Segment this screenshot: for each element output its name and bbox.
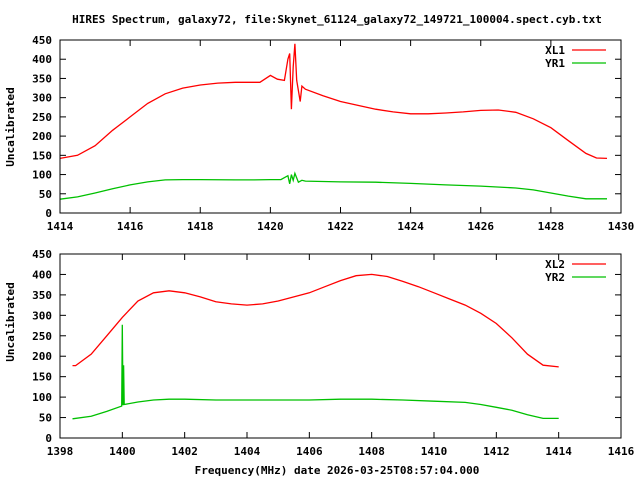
y-axis-label-top: Uncalibrated bbox=[4, 87, 17, 166]
x-tick-label: 1418 bbox=[187, 220, 214, 233]
y-tick-label: 250 bbox=[32, 330, 52, 343]
y-tick-label: 150 bbox=[32, 371, 52, 384]
y-tick-label: 150 bbox=[32, 149, 52, 162]
x-tick-label: 1422 bbox=[327, 220, 354, 233]
plot-bottom: Uncalibrated 0 50 100 150 200 250 300 350 400 450… bbox=[4, 248, 635, 458]
x-tick-label: 1424 bbox=[397, 220, 424, 233]
y-tick-label: 300 bbox=[32, 92, 52, 105]
y-tick-label: 250 bbox=[32, 111, 52, 124]
legend-label-yr2: YR2 bbox=[545, 271, 565, 284]
y-tick-label: 200 bbox=[32, 130, 52, 143]
x-tick-label: 1406 bbox=[296, 445, 323, 458]
y-tick-label: 350 bbox=[32, 289, 52, 302]
x-axis-label: Frequency(MHz) date 2026-03-25T08:57:04.… bbox=[195, 464, 480, 477]
x-tick-label: 1408 bbox=[358, 445, 385, 458]
y-tick-label: 450 bbox=[32, 34, 52, 47]
x-tick-label: 1420 bbox=[257, 220, 284, 233]
y-tick-label: 400 bbox=[32, 53, 52, 66]
x-tick-label: 1404 bbox=[234, 445, 261, 458]
y-tick-label: 50 bbox=[39, 188, 52, 201]
legend-label-yr1: YR1 bbox=[545, 57, 565, 70]
plot-frame bbox=[59, 253, 622, 439]
y-tick-label: 50 bbox=[39, 412, 52, 425]
y-tick-label: 100 bbox=[32, 391, 52, 404]
legend-label-xl1: XL1 bbox=[545, 44, 565, 57]
x-tick-label: 1416 bbox=[117, 220, 144, 233]
plot-top: Uncalibrated 0 50 100 150 200 250 300 350 400 450… bbox=[4, 34, 634, 233]
x-tick-label: 1410 bbox=[421, 445, 448, 458]
x-tick-label: 1402 bbox=[171, 445, 198, 458]
plot-frame bbox=[59, 39, 622, 214]
y-tick-label: 400 bbox=[32, 268, 52, 281]
x-tick-label: 1414 bbox=[47, 220, 74, 233]
series-line-xl1 bbox=[59, 43, 608, 160]
x-tick-label: 1400 bbox=[109, 445, 136, 458]
y-tick-label: 300 bbox=[32, 309, 52, 322]
x-tick-label: 1398 bbox=[47, 445, 74, 458]
y-axis-label-bottom: Uncalibrated bbox=[4, 282, 17, 361]
x-tick-label: 1416 bbox=[608, 445, 635, 458]
legend-label-xl2: XL2 bbox=[545, 258, 565, 271]
x-tick-label: 1428 bbox=[538, 220, 565, 233]
y-tick-label: 100 bbox=[32, 169, 52, 182]
series-line-yr2 bbox=[72, 324, 559, 420]
y-tick-label: 0 bbox=[45, 207, 52, 220]
x-tick-label: 1412 bbox=[483, 445, 510, 458]
x-tick-label: 1430 bbox=[608, 220, 635, 233]
y-tick-label: 0 bbox=[45, 432, 52, 445]
series-line-xl2 bbox=[72, 273, 559, 368]
x-tick-label: 1414 bbox=[545, 445, 572, 458]
y-tick-label: 350 bbox=[32, 72, 52, 85]
y-tick-label: 450 bbox=[32, 248, 52, 261]
x-tick-label: 1426 bbox=[468, 220, 495, 233]
series-line-yr1 bbox=[59, 171, 607, 200]
chart-title: HIRES Spectrum, galaxy72, file:Skynet_61… bbox=[72, 13, 602, 26]
y-tick-label: 200 bbox=[32, 350, 52, 363]
